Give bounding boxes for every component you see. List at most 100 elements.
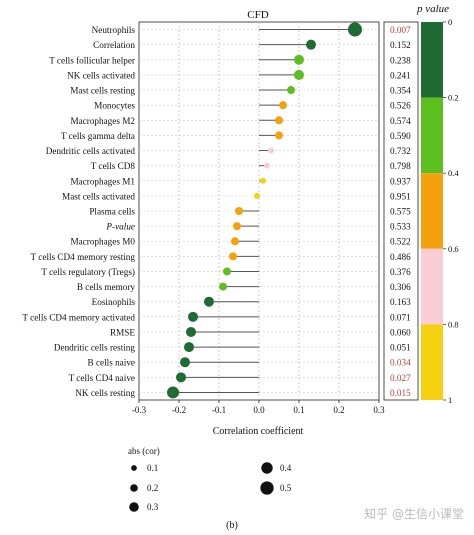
category-label: Mast cells activated	[62, 191, 135, 201]
x-tick-label: 0.0	[253, 405, 265, 415]
x-tick-label: 0.3	[373, 405, 385, 415]
lollipop-point	[260, 177, 266, 184]
pvalue-label: 0.354	[390, 86, 411, 96]
colorbar-label: 0.2	[448, 93, 459, 103]
lollipop-point	[306, 39, 316, 50]
pvalue-label: 0.732	[390, 146, 411, 156]
pvalue-panel-frame	[383, 21, 419, 401]
colorbar-segment	[421, 173, 443, 249]
lollipop-point	[180, 357, 190, 368]
category-label: NK cells resting	[75, 388, 135, 398]
lollipop-point	[233, 222, 241, 231]
x-tick-label: 0.1	[293, 405, 304, 415]
category-label: Correlation	[93, 40, 135, 50]
category-label: Monocytes	[94, 101, 135, 111]
pvalue-label: 0.522	[390, 237, 411, 247]
pvalue-label: 0.306	[390, 282, 411, 292]
category-label: B cells memory	[77, 282, 136, 292]
legend-label: 0.2	[147, 483, 158, 493]
category-label: NK cells activated	[67, 70, 135, 80]
pvalue-label: 0.007	[390, 25, 411, 35]
lollipop-point	[275, 116, 283, 125]
pvalue-label: 0.574	[390, 116, 411, 126]
category-label: T cells regulatory (Tregs)	[41, 267, 135, 277]
colorbar-label: 0.4	[448, 168, 459, 178]
x-axis-label: Correlation coefficient	[213, 426, 304, 437]
size-legend: 0.1 0.2 0.3 0.4 0.5	[129, 462, 292, 512]
figure-caption: (b)	[226, 520, 238, 531]
category-label: T cells follicular helper	[49, 55, 135, 65]
legend-swatch	[131, 465, 137, 471]
lollipop-point	[275, 131, 283, 140]
category-label: B cells naive	[88, 358, 135, 368]
colorbar-segment	[421, 97, 443, 174]
colorbar-label: 0	[448, 17, 452, 27]
legend-label: 0.1	[147, 463, 158, 473]
lollipop-point	[229, 252, 237, 261]
lollipop-point	[176, 372, 186, 383]
pvalue-label: 0.034	[390, 358, 411, 368]
category-label: Plasma cells	[89, 207, 135, 217]
lollipop-point	[264, 162, 270, 169]
lollipop-point	[184, 342, 194, 353]
x-tick-label: -0.2	[172, 405, 186, 415]
pvalue-label: 0.060	[390, 327, 411, 337]
colorbar-label: 0.6	[448, 244, 459, 254]
x-tick-label: -0.3	[132, 405, 147, 415]
category-label: Macrophages M0	[70, 237, 135, 247]
colorbar-title: p value	[416, 3, 449, 15]
lollipop-point	[223, 267, 231, 276]
lollipop-point	[348, 22, 362, 37]
category-label: Eosinophils	[92, 297, 136, 307]
category-label: T cells CD4 naive	[69, 373, 135, 383]
colorbar-label: 1	[448, 395, 452, 405]
x-tick-label: 0.2	[333, 405, 344, 415]
category-label: Macrophages M2	[70, 116, 135, 126]
colorbar-label: 0.8	[448, 319, 459, 329]
pvalue-label: 0.526	[390, 101, 411, 111]
colorbar-segment	[421, 22, 443, 98]
pvalue-colorbar: 0 0.2 0.4 0.6 0.8 1	[421, 17, 459, 405]
category-label: P-value	[105, 222, 135, 232]
pvalue-label: 0.376	[390, 267, 411, 277]
pvalue-label: 0.238	[390, 55, 411, 65]
category-label: T cells CD4 memory activated	[22, 312, 135, 322]
pvalue-label: 0.027	[390, 373, 411, 383]
legend-swatch	[130, 484, 138, 492]
watermark: 知乎 @生信小课堂	[364, 507, 464, 521]
legend-label: 0.3	[147, 502, 159, 512]
pvalue-label: 0.163	[390, 297, 411, 307]
pvalue-label: 0.152	[390, 40, 411, 50]
category-label: Mast cells resting	[70, 86, 135, 96]
pvalue-label: 0.015	[390, 388, 411, 398]
lollipop-point	[294, 69, 304, 80]
legend-title: abs (cor)	[128, 446, 160, 456]
category-label: Dendritic cells activated	[46, 146, 136, 156]
pvalue-label: 0.798	[390, 161, 411, 171]
legend-label: 0.4	[280, 463, 292, 473]
lollipop-point	[287, 86, 295, 95]
chart-title: CFD	[247, 9, 268, 21]
pvalue-label: 0.533	[390, 222, 411, 232]
pvalue-label: 0.241	[390, 70, 411, 80]
legend-swatch	[129, 502, 139, 512]
lollipop-point	[219, 282, 227, 291]
lollipop-point	[204, 296, 214, 307]
lollipop-point	[235, 207, 243, 215]
lollipop-point	[167, 386, 179, 399]
lollipop-point	[294, 54, 304, 65]
category-label: Neutrophils	[92, 25, 136, 35]
category-label: T cells gamma delta	[61, 131, 135, 141]
pvalue-label: 0.951	[390, 191, 411, 201]
category-label: Macrophages M1	[70, 176, 135, 186]
category-label: T cells CD4 memory resting	[31, 252, 136, 262]
lollipop-point	[186, 326, 196, 337]
lollipop-point	[231, 237, 239, 246]
colorbar-segment	[421, 324, 443, 400]
x-tick-label: -0.1	[212, 405, 226, 415]
lollipop-point	[188, 311, 198, 322]
pvalue-label: 0.071	[390, 312, 411, 322]
lollipop-point	[268, 147, 274, 154]
legend-swatch	[261, 462, 273, 474]
